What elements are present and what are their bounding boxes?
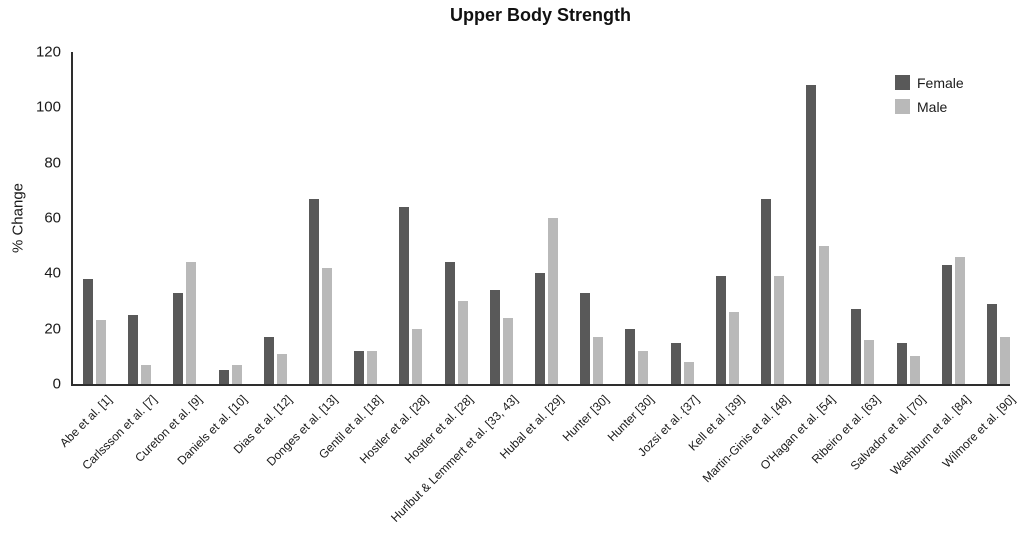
- bar-female: [761, 198, 771, 384]
- bar-female: [625, 328, 636, 384]
- chart-title: Upper Body Strength: [449, 5, 631, 25]
- bar-male: [638, 350, 649, 384]
- bar-male: [322, 267, 332, 384]
- legend-row-male: Male: [895, 99, 964, 114]
- bar-female: [218, 370, 229, 384]
- bar-male: [457, 301, 468, 384]
- bar-male: [728, 312, 739, 384]
- bar-female: [354, 350, 365, 384]
- y-tick-label: 20: [44, 320, 61, 338]
- legend: Female Male: [895, 75, 964, 123]
- y-tick-label: 60: [44, 209, 61, 227]
- y-axis-title: % Change: [9, 182, 27, 254]
- y-tick-label: 100: [35, 98, 61, 116]
- male-swatch-icon: [895, 99, 910, 114]
- bar-female: [987, 303, 997, 384]
- bar-male: [954, 256, 965, 384]
- bar-male: [141, 364, 152, 384]
- y-tick-label: 120: [35, 43, 61, 61]
- bar-female: [715, 276, 726, 384]
- bar-female: [896, 342, 907, 384]
- bar-female: [670, 342, 681, 384]
- bar-male: [593, 336, 604, 384]
- bar-male: [276, 353, 287, 384]
- legend-row-female: Female: [895, 75, 964, 90]
- bar-male: [502, 317, 513, 384]
- bar-female: [806, 85, 817, 384]
- bar-male: [1000, 336, 1010, 384]
- bar-female: [580, 292, 591, 384]
- legend-label-female: Female: [917, 74, 964, 91]
- female-swatch-icon: [895, 75, 910, 90]
- x-tick-label: Martin-Ginis et al. [48]: [699, 392, 793, 486]
- bar-female: [263, 336, 274, 384]
- bar-female: [83, 278, 93, 384]
- y-tick-label: 0: [52, 375, 61, 393]
- bar-female: [173, 292, 184, 384]
- bar-male: [231, 364, 242, 384]
- bar-female: [399, 206, 410, 384]
- y-tick-label: 80: [44, 154, 61, 172]
- legend-label-male: Male: [917, 98, 948, 115]
- bar-male: [683, 361, 694, 384]
- bar-male: [412, 328, 423, 384]
- bar-male: [864, 339, 875, 384]
- plot-area: 0 20 40 60 80 100 120 Abe et al. [1] Carlssson …: [36, 45, 1018, 525]
- bar-female: [535, 273, 545, 384]
- bar-female: [128, 314, 139, 384]
- y-tick-label: 40: [44, 264, 61, 282]
- bar-male: [909, 356, 920, 384]
- x-tick-label: Hunter [30]: [559, 392, 612, 445]
- bar-male: [774, 276, 784, 384]
- x-tick-label: Washburn et al. [84]: [887, 392, 974, 478]
- bar-female: [941, 265, 952, 384]
- bar-female: [444, 262, 455, 384]
- bar-male: [96, 320, 106, 384]
- bar-male: [367, 350, 378, 384]
- bar-male: [548, 218, 558, 384]
- bar-male: [186, 262, 197, 384]
- bar-male: [819, 245, 830, 384]
- bar-female: [851, 309, 862, 384]
- bar-female: [489, 289, 500, 384]
- bar-female: [309, 198, 319, 384]
